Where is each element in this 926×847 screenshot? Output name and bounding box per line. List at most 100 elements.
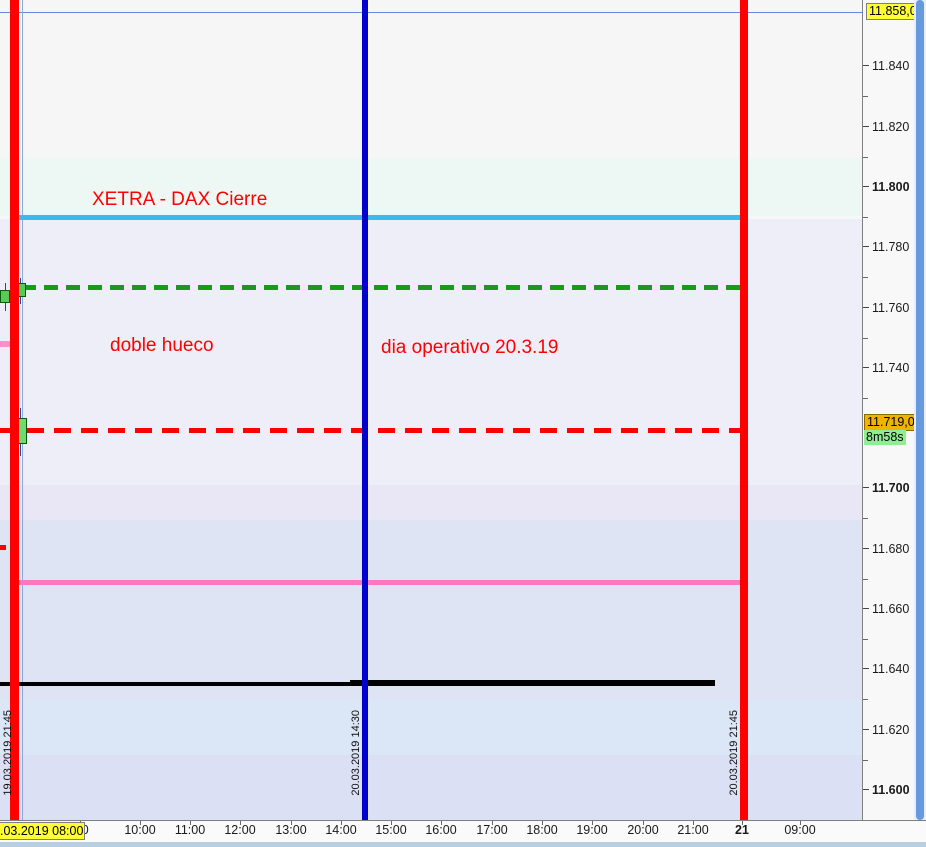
price-axis-tick-mark: [863, 185, 869, 187]
price-axis-minor-tick: [863, 578, 868, 580]
price-axis-tick-label: 11.780: [872, 240, 910, 255]
price-axis-tick-label: 11.640: [872, 662, 910, 677]
price-axis-tick-label: 11.660: [872, 601, 910, 616]
line-black-level-slope: [350, 680, 715, 683]
price-axis-tick-mark: [863, 668, 869, 670]
grid-line-vertical-left: [22, 0, 23, 820]
price-axis-tick-mark: [863, 125, 869, 127]
price-axis-tick: 11.780: [863, 240, 915, 254]
time-axis-tick-label: 18:00: [526, 823, 558, 837]
time-axis-tick-label: 20:00: [627, 823, 659, 837]
pink-level-left-stub: [0, 341, 10, 347]
time-axis[interactable]: :0010:0011:0012:0013:0014:0015:0016:0017…: [0, 820, 862, 843]
price-axis-tick: 11.640: [863, 662, 915, 676]
price-axis-tick-label: 11.760: [872, 300, 910, 315]
background-band: [0, 219, 862, 485]
time-axis-tick-mark: [391, 821, 392, 825]
price-axis[interactable]: 11.840 11.820 11.800 11.780 11.760 11.740 11.7…: [862, 0, 925, 821]
time-axis-tick-label: 14:00: [325, 823, 357, 837]
time-axis-tick-mark: [140, 821, 141, 825]
line-xetra-dax-cierre[interactable]: [10, 215, 740, 220]
time-tag-current: .03.2019 08:00: [0, 822, 86, 840]
price-axis-minor-tick: [863, 699, 868, 701]
price-axis-tick: 11.660: [863, 602, 915, 616]
price-axis-minor-tick: [863, 759, 868, 761]
time-axis-tick-label: 17:00: [476, 823, 508, 837]
red-level-left-stub: [0, 545, 6, 550]
price-axis-tick-label: 11.600: [872, 782, 910, 797]
price-axis-tick: 11.700: [863, 481, 915, 495]
price-axis-tick: 11.600: [863, 783, 915, 797]
price-axis-minor-tick: [863, 638, 868, 640]
vertical-marker-right-red[interactable]: [740, 0, 748, 820]
time-axis-tick-label: 19:00: [576, 823, 608, 837]
time-axis-tick-mark: [291, 821, 292, 825]
line-pink-level[interactable]: [10, 580, 740, 585]
price-axis-tick-label: 11.700: [872, 481, 910, 496]
price-axis-tick: 11.760: [863, 301, 915, 315]
background-band: [0, 158, 862, 216]
price-axis-tick-mark: [863, 246, 869, 248]
vertical-marker-label-blue: 20.03.2019 14:30: [350, 710, 362, 796]
price-axis-tick-mark: [863, 547, 869, 549]
price-axis-tick-label: 11.740: [872, 360, 910, 375]
vertical-scrollbar-thumb[interactable]: [916, 0, 924, 820]
vertical-marker-label-right: 20.03.2019 21:45: [728, 710, 740, 796]
line-green-dashed-level[interactable]: [22, 285, 740, 290]
time-axis-tick-label: 21:00: [677, 823, 709, 837]
chart-plot-area[interactable]: 19.03.2019 21:45 20.03.2019 14:30 20.03.…: [0, 0, 862, 820]
price-axis-tick-mark: [863, 306, 869, 308]
price-axis-tick-label: 11.820: [872, 119, 910, 134]
line-red-dashed-level[interactable]: [0, 428, 740, 433]
price-tag-countdown: 8m58s: [864, 430, 906, 445]
time-axis-tick-mark: [190, 821, 191, 825]
time-axis-tick-mark: [800, 821, 801, 825]
candlestick-body: [0, 290, 10, 303]
vertical-scrollbar[interactable]: [914, 0, 926, 820]
time-axis-tick-mark: [240, 821, 241, 825]
price-axis-tick: 11.680: [863, 542, 915, 556]
vertical-marker-left-red[interactable]: [10, 0, 19, 820]
price-axis-tick-label: 11.620: [872, 722, 910, 737]
price-axis-tick-mark: [863, 788, 869, 790]
price-axis-minor-tick: [863, 96, 868, 98]
price-axis-tick-mark: [863, 728, 869, 730]
price-axis-minor-tick: [863, 156, 868, 158]
price-axis-tick: 11.800: [863, 180, 915, 194]
price-axis-tick-mark: [863, 65, 869, 67]
time-axis-tick-mark: [643, 821, 644, 825]
time-axis-tick-label: 11:00: [174, 823, 206, 837]
time-axis-tick-mark: [742, 821, 743, 825]
background-band: [0, 755, 862, 820]
vertical-marker-label-left: 19.03.2019 21:45: [2, 710, 14, 796]
price-axis-minor-tick: [863, 337, 868, 339]
time-axis-tick-label: 16:00: [425, 823, 457, 837]
price-axis-minor-tick: [863, 277, 868, 279]
annotation-xetra-dax-cierre: XETRA - DAX Cierre: [92, 189, 268, 210]
time-axis-tick-label: 12:00: [224, 823, 256, 837]
price-axis-tick: 11.740: [863, 361, 915, 375]
time-axis-tick-label: 09:00: [784, 823, 816, 837]
time-axis-tick-mark: [592, 821, 593, 825]
price-axis-minor-tick: [863, 216, 868, 218]
time-axis-tick-label: 15:00: [375, 823, 407, 837]
price-axis-tick-label: 11.800: [872, 179, 910, 194]
background-band: [0, 485, 862, 520]
vertical-marker-blue[interactable]: [362, 0, 368, 820]
price-axis-tick: 11.820: [863, 120, 915, 134]
time-axis-tick-mark: [693, 821, 694, 825]
grid-line-horizontal-top: [0, 12, 862, 13]
line-black-level[interactable]: [0, 682, 715, 686]
time-axis-tick-mark: [492, 821, 493, 825]
price-tag-top: 11.858,0: [866, 3, 920, 20]
price-axis-tick-label: 11.840: [872, 59, 910, 74]
time-axis-tick-label: 13:00: [275, 823, 307, 837]
time-axis-tick-label: 10:00: [124, 823, 156, 837]
price-axis-minor-tick: [863, 518, 868, 520]
background-band: [0, 0, 862, 158]
background-band: [0, 520, 862, 700]
price-axis-tick-mark: [863, 487, 869, 489]
background-band: [0, 700, 862, 755]
price-axis-minor-tick: [863, 397, 868, 399]
price-axis-tick: 11.620: [863, 723, 915, 737]
